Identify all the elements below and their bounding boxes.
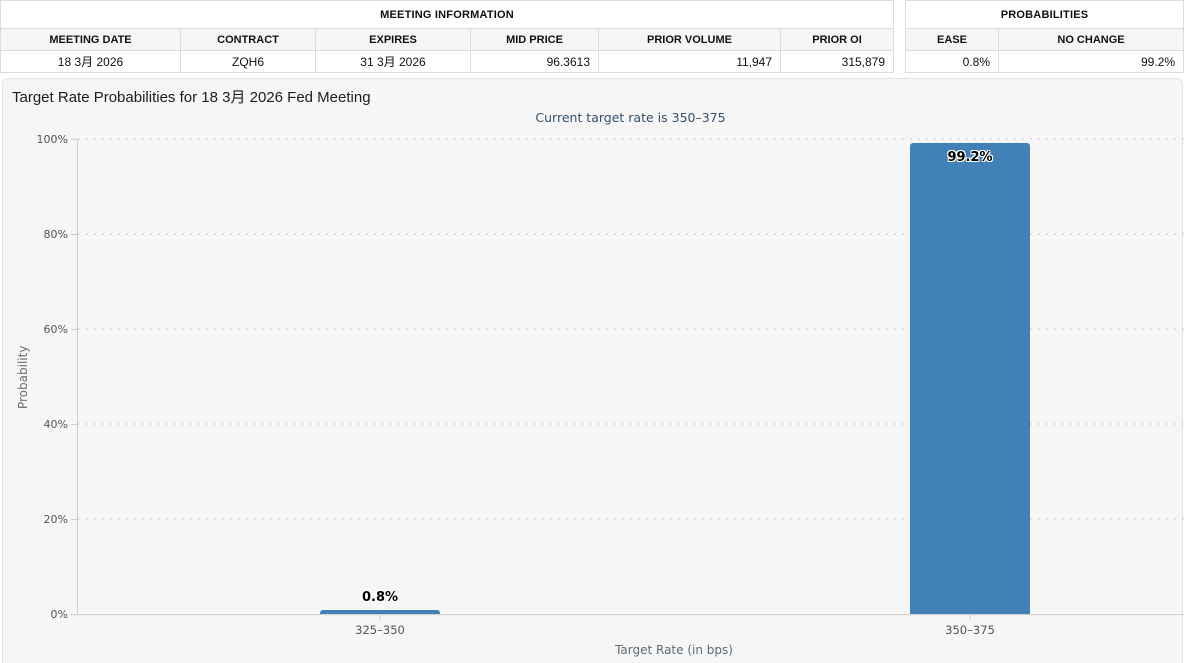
col-header-prior-oi: PRIOR OI — [779, 28, 895, 51]
gridline-100 — [78, 138, 1184, 140]
y-axis-tick-label: 0% — [50, 608, 68, 621]
ease-value: 0.8% — [905, 50, 999, 73]
probability-bar-325–350[interactable] — [320, 610, 440, 614]
expires-value: 31 3月 2026 — [315, 50, 471, 73]
y-axis-tick-label: 80% — [43, 228, 68, 241]
no-change-value: 99.2% — [998, 50, 1184, 73]
chart-panel: Target Rate Probabilities for 18 3月 2026… — [2, 78, 1184, 663]
mid-price-value: 96.3613 — [470, 50, 599, 73]
probabilities-heading: PROBABILITIES — [905, 0, 1184, 29]
gridline-20 — [78, 518, 1184, 520]
col-header-contract: CONTRACT — [180, 28, 316, 51]
meeting-information-row: 18 3月 2026 ZQH6 31 3月 2026 96.3613 11,94… — [0, 50, 895, 73]
y-axis-tick — [71, 234, 77, 235]
x-axis-category-label: 350–375 — [945, 623, 995, 637]
y-axis-tick — [71, 519, 77, 520]
y-axis-tick — [71, 329, 77, 330]
plot-area: 0% 20% 40% 60% 80% 100% 0.8% 325–350 99.2% 350–37… — [37, 133, 1184, 637]
meeting-date-value: 18 3月 2026 — [0, 50, 181, 73]
chart-title: Target Rate Probabilities for 18 3月 2026… — [12, 89, 371, 106]
bar-value-label: 0.8% — [361, 590, 399, 605]
prior-oi-value: 315,879 — [779, 50, 895, 73]
probabilities-row: 0.8% 99.2% — [905, 50, 1184, 73]
chart-subtitle: Current target rate is 350–375 — [535, 110, 726, 125]
gridline-0 — [78, 614, 1184, 616]
probabilities-table: PROBABILITIES EASE NO CHANGE 0.8% 99.2% — [905, 0, 1184, 73]
x-axis-title: Target Rate (in bps) — [615, 643, 733, 657]
col-header-expires: EXPIRES — [315, 28, 471, 51]
x-axis-category-label: 325–350 — [355, 623, 405, 637]
meeting-information-table: MEETING INFORMATION MEETING DATE CONTRAC… — [0, 0, 895, 73]
col-header-no-change: NO CHANGE — [998, 28, 1184, 51]
probability-bar-350–375[interactable] — [910, 143, 1030, 614]
y-axis-title: Probability — [16, 345, 30, 409]
y-axis-tick — [71, 614, 77, 615]
col-header-mid-price: MID PRICE — [470, 28, 599, 51]
y-axis-tick — [71, 139, 77, 140]
x-axis-tick — [379, 614, 381, 619]
col-header-meeting-date: MEETING DATE — [0, 28, 181, 51]
meeting-information-heading: MEETING INFORMATION — [0, 0, 895, 29]
y-axis-tick-label: 40% — [43, 418, 68, 431]
y-axis-tick-label: 100% — [36, 133, 68, 146]
bar-value-label: 99.2% — [947, 150, 993, 165]
y-axis-tick — [71, 424, 77, 425]
x-axis-tick — [969, 614, 971, 619]
gridline-80 — [78, 233, 1184, 235]
prior-volume-value: 11,947 — [598, 50, 781, 73]
y-axis-tick-label: 20% — [43, 513, 68, 526]
col-header-prior-volume: PRIOR VOLUME — [598, 28, 781, 51]
col-header-ease: EASE — [905, 28, 999, 51]
gridline-40 — [78, 423, 1184, 425]
y-axis-tick-label: 60% — [43, 323, 68, 336]
gridline-60 — [78, 328, 1184, 330]
contract-value: ZQH6 — [180, 50, 316, 73]
